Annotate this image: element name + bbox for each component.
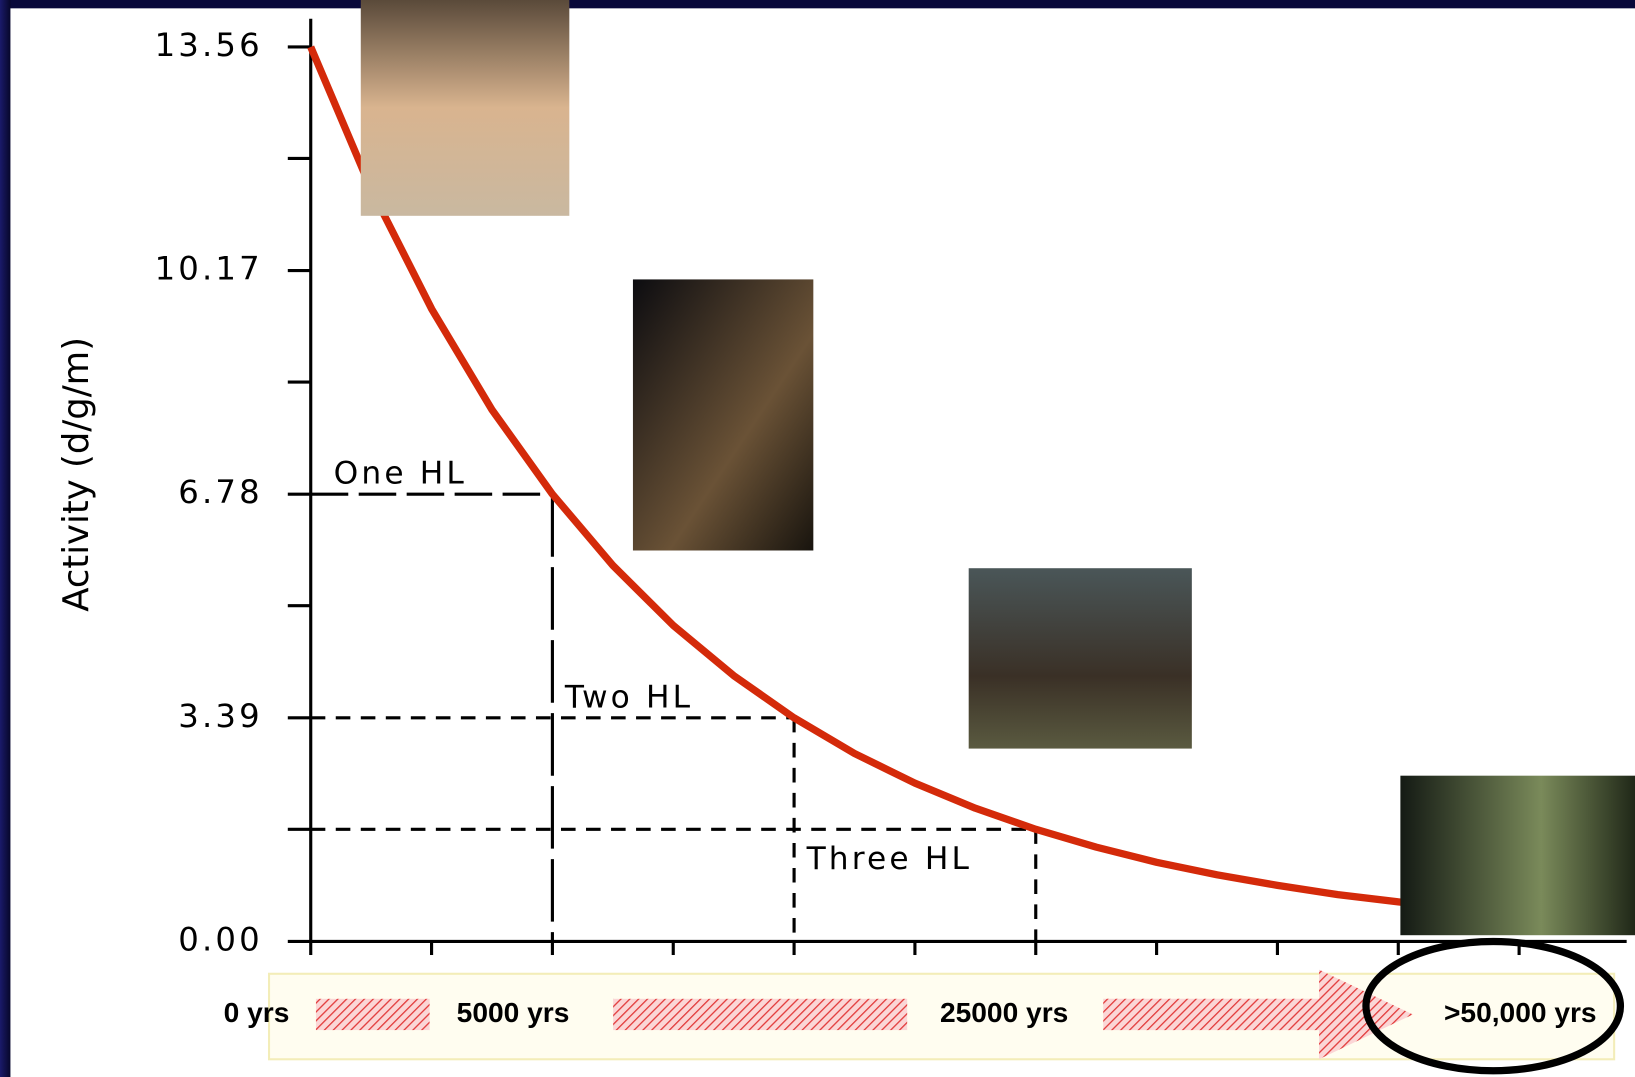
photo-mammoth: [968, 568, 1192, 749]
y-tick-label: 3.39: [178, 697, 262, 735]
timeline-arrow: [613, 998, 908, 1031]
annotation: Two HL: [564, 679, 693, 715]
frame-edge: [0, 0, 11, 1077]
timeline-label: 25000 yrs: [940, 997, 1068, 1028]
y-tick-label: 13.56: [155, 26, 263, 64]
y-axis-label: Activity (d/g/m): [56, 337, 97, 612]
photo-dinosaur: [1400, 775, 1635, 936]
slide: [10, 8, 1635, 1077]
timeline-label: 0 yrs: [224, 997, 290, 1028]
annotation: Three HL: [806, 841, 972, 877]
y-tick-label: 10.17: [155, 250, 263, 288]
photo-mummy: [632, 279, 814, 551]
y-tick-label: 0.00: [178, 920, 262, 958]
data-line: [307, 45, 1580, 922]
plot: One HL Two HL Three HL 0.00 3.39 6.78 10.17 13.…: [155, 18, 1627, 958]
annotation: One HL: [334, 456, 467, 492]
timeline-label: 5000 yrs: [457, 997, 570, 1028]
timeline: 0 yrs 5000 yrs 25000 yrs >50,000 yrs: [224, 937, 1625, 1075]
timeline-arrow: [1103, 969, 1413, 1060]
highlight-circle: [1362, 937, 1625, 1075]
y-tick-label: 6.78: [178, 473, 262, 511]
photo-woman: [360, 0, 570, 216]
timeline-arrow: [315, 998, 430, 1031]
timeline-label: >50,000 yrs: [1444, 997, 1597, 1028]
